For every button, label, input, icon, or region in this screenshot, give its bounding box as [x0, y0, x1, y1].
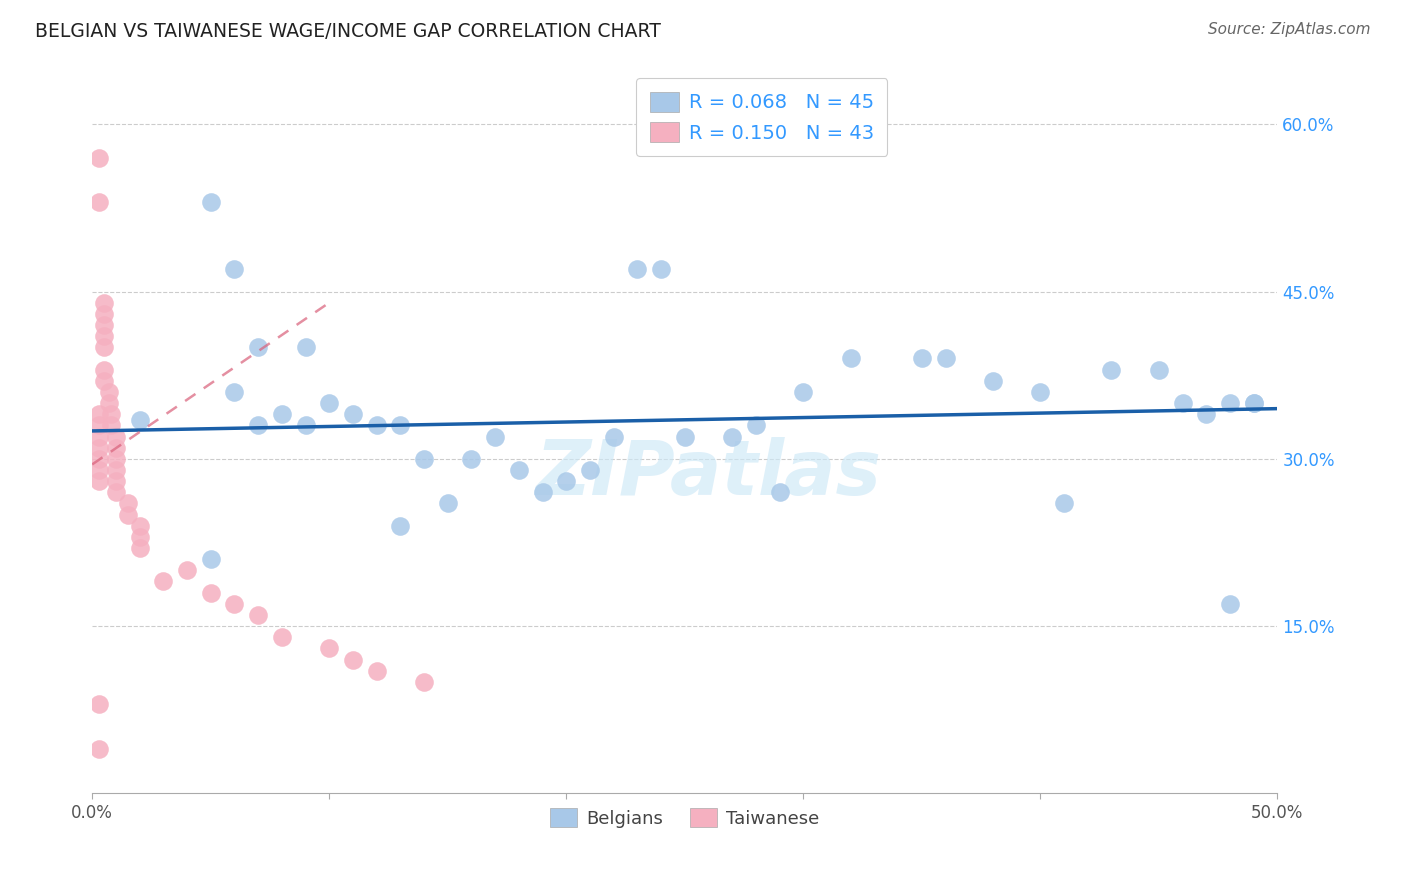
- Point: [389, 518, 412, 533]
- Point: [93, 318, 115, 332]
- Point: [104, 451, 127, 466]
- Point: [89, 151, 111, 165]
- Point: [1147, 362, 1170, 376]
- Point: [981, 374, 1004, 388]
- Point: [89, 429, 111, 443]
- Point: [270, 407, 292, 421]
- Point: [318, 396, 340, 410]
- Point: [93, 374, 115, 388]
- Point: [1243, 396, 1265, 410]
- Legend: Belgians, Taiwanese: Belgians, Taiwanese: [543, 801, 827, 835]
- Point: [294, 340, 316, 354]
- Point: [1219, 396, 1241, 410]
- Point: [224, 262, 246, 277]
- Point: [100, 407, 122, 421]
- Point: [93, 295, 115, 310]
- Point: [673, 429, 696, 443]
- Point: [89, 474, 111, 488]
- Point: [89, 451, 111, 466]
- Point: [128, 413, 150, 427]
- Point: [366, 418, 388, 433]
- Point: [650, 262, 672, 277]
- Point: [911, 351, 934, 366]
- Point: [176, 563, 198, 577]
- Point: [104, 485, 127, 500]
- Point: [1195, 407, 1218, 421]
- Point: [531, 485, 554, 500]
- Point: [839, 351, 862, 366]
- Point: [935, 351, 957, 366]
- Point: [152, 574, 174, 589]
- Point: [224, 384, 246, 399]
- Point: [117, 496, 139, 510]
- Point: [294, 418, 316, 433]
- Point: [200, 195, 222, 210]
- Point: [247, 340, 270, 354]
- Point: [93, 329, 115, 343]
- Point: [721, 429, 744, 443]
- Point: [128, 541, 150, 555]
- Point: [745, 418, 768, 433]
- Point: [104, 441, 127, 455]
- Point: [104, 463, 127, 477]
- Point: [270, 630, 292, 644]
- Point: [104, 429, 127, 443]
- Point: [89, 463, 111, 477]
- Point: [318, 641, 340, 656]
- Point: [1029, 384, 1052, 399]
- Point: [89, 195, 111, 210]
- Point: [128, 518, 150, 533]
- Point: [602, 429, 624, 443]
- Point: [413, 674, 436, 689]
- Point: [117, 508, 139, 522]
- Point: [89, 697, 111, 711]
- Point: [508, 463, 530, 477]
- Point: [93, 340, 115, 354]
- Point: [579, 463, 602, 477]
- Point: [460, 451, 482, 466]
- Point: [1053, 496, 1076, 510]
- Point: [100, 418, 122, 433]
- Point: [555, 474, 578, 488]
- Point: [93, 307, 115, 321]
- Point: [224, 597, 246, 611]
- Point: [1219, 597, 1241, 611]
- Point: [247, 418, 270, 433]
- Point: [104, 474, 127, 488]
- Point: [389, 418, 412, 433]
- Point: [89, 741, 111, 756]
- Point: [89, 418, 111, 433]
- Text: Source: ZipAtlas.com: Source: ZipAtlas.com: [1208, 22, 1371, 37]
- Point: [97, 384, 120, 399]
- Point: [366, 664, 388, 678]
- Point: [1171, 396, 1194, 410]
- Point: [89, 407, 111, 421]
- Point: [436, 496, 458, 510]
- Point: [768, 485, 790, 500]
- Point: [93, 362, 115, 376]
- Point: [484, 429, 506, 443]
- Point: [89, 441, 111, 455]
- Text: BELGIAN VS TAIWANESE WAGE/INCOME GAP CORRELATION CHART: BELGIAN VS TAIWANESE WAGE/INCOME GAP COR…: [35, 22, 661, 41]
- Point: [247, 607, 270, 622]
- Point: [200, 585, 222, 599]
- Point: [342, 407, 364, 421]
- Point: [1243, 396, 1265, 410]
- Point: [792, 384, 814, 399]
- Point: [97, 396, 120, 410]
- Point: [413, 451, 436, 466]
- Point: [342, 652, 364, 666]
- Text: ZIPatlas: ZIPatlas: [536, 437, 882, 511]
- Point: [626, 262, 648, 277]
- Point: [200, 552, 222, 566]
- Point: [128, 530, 150, 544]
- Point: [1101, 362, 1123, 376]
